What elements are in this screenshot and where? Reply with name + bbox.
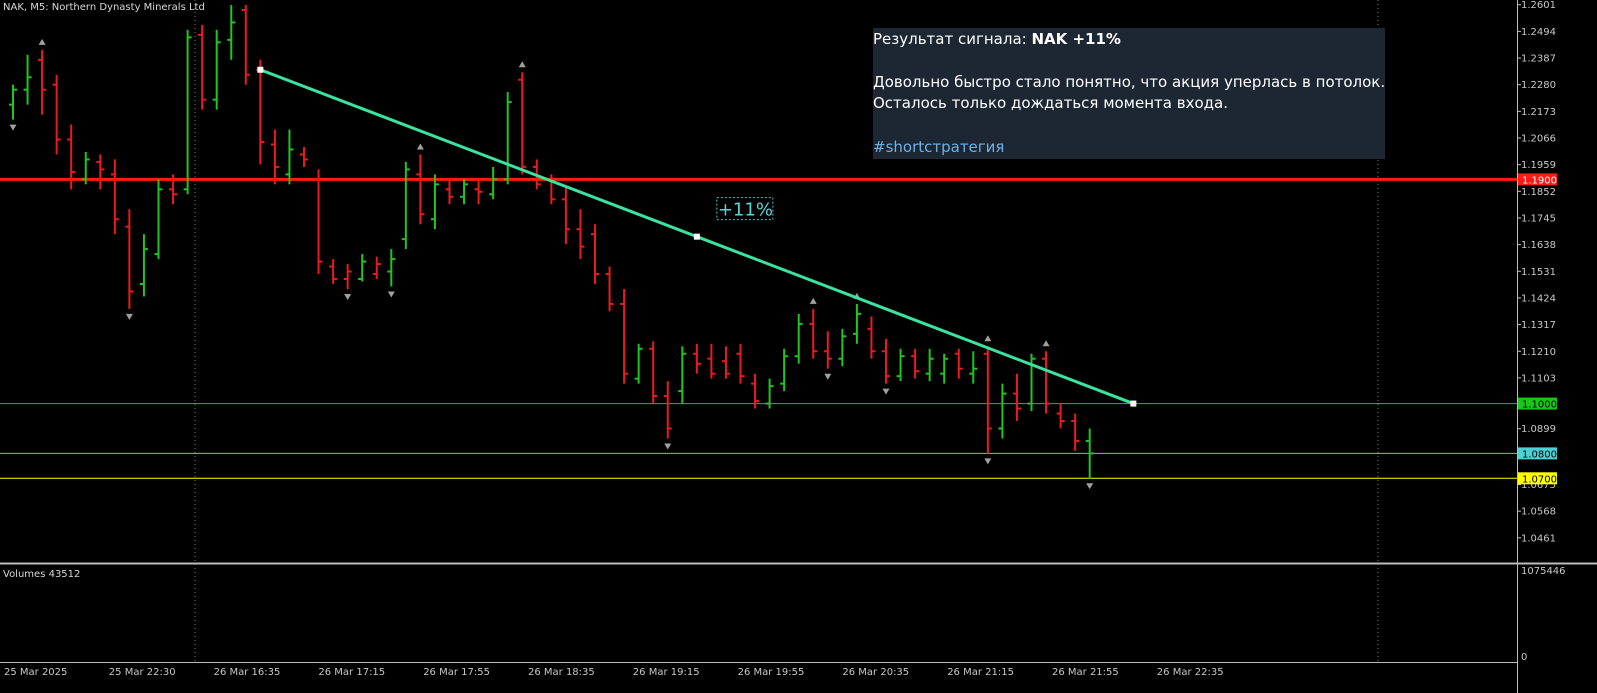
y-tick-label: 1.2173 — [1521, 107, 1556, 118]
price-level-label-1.1000: 1.1000 — [1522, 400, 1557, 411]
signal-result-value: NAK +11% — [1031, 30, 1121, 48]
trendline-handle-1[interactable] — [693, 233, 700, 240]
y-tick-label: 1.2387 — [1521, 54, 1556, 65]
price-level-badge-1.0800 — [1518, 447, 1557, 460]
y-tick-label: 1.2066 — [1521, 134, 1556, 145]
y-tick-label: 1.0461 — [1521, 533, 1556, 544]
price-level-badge-1.0700 — [1518, 472, 1557, 485]
x-tick-label: 26 Mar 17:15 — [318, 667, 385, 678]
y-tick-label: 1.0568 — [1521, 507, 1556, 518]
volume-max-label: 1075446 — [1521, 566, 1566, 577]
y-tick-label: 1.1745 — [1521, 213, 1556, 224]
chart-title: NAK, M5: Northern Dynasty Minerals Ltd — [3, 2, 205, 13]
y-tick-label: 1.0675 — [1521, 480, 1556, 491]
x-tick-label: 25 Mar 2025 — [4, 667, 67, 678]
fractal-down-arrow-67 — [984, 458, 992, 465]
fractal-down-arrow-60 — [882, 388, 890, 395]
volume-indicator-label: Volumes 43512 — [3, 569, 80, 580]
annotation-frame — [716, 197, 774, 221]
fractal-down-arrow-74 — [1086, 483, 1094, 490]
trendline-handle-2[interactable] — [1130, 400, 1137, 407]
fractal-down-arrow-56 — [824, 373, 832, 380]
fractal-up-arrow-71 — [1042, 340, 1050, 347]
y-tick-label: 1.2494 — [1521, 27, 1556, 38]
x-tick-label: 26 Mar 18:35 — [528, 667, 595, 678]
trendline-handle-0[interactable] — [257, 66, 264, 73]
fractal-up-arrow-55 — [809, 297, 817, 304]
x-tick-label: 26 Mar 19:55 — [738, 667, 805, 678]
fractal-up-arrow-28 — [416, 143, 424, 150]
fractal-up-arrow-67 — [984, 335, 992, 342]
y-tick-label: 1.1638 — [1521, 240, 1556, 251]
price-level-label-1.1900: 1.1900 — [1522, 175, 1557, 186]
x-tick-label: 26 Mar 16:35 — [214, 667, 281, 678]
x-tick-label: 26 Mar 22:35 — [1157, 667, 1224, 678]
fractal-up-arrow-35 — [518, 61, 526, 68]
fractal-down-arrow-8 — [125, 313, 133, 320]
signal-result-prefix: Результат сигнала: — [873, 30, 1032, 48]
price-level-badge-1.1000 — [1518, 397, 1557, 410]
y-tick-label: 1.1531 — [1521, 267, 1556, 278]
annotation-percent: +11% — [718, 200, 773, 221]
price-level-label-1.0700: 1.0700 — [1522, 474, 1557, 485]
x-tick-label: 25 Mar 22:30 — [109, 667, 176, 678]
y-tick-label: 1.1317 — [1521, 320, 1556, 331]
hashtag-link[interactable]: #shortстратегия — [873, 138, 1005, 156]
y-tick-label: 1.2280 — [1521, 80, 1556, 91]
price-level-badge-1.1900 — [1518, 173, 1557, 186]
volume-zero-label: 0 — [1521, 652, 1527, 663]
y-tick-label: 1.1210 — [1521, 347, 1556, 358]
x-tick-label: 26 Mar 17:55 — [423, 667, 490, 678]
price-level-label-1.0800: 1.0800 — [1522, 449, 1557, 460]
y-tick-label: 1.1959 — [1521, 160, 1556, 171]
y-tick-label: 1.1852 — [1521, 187, 1556, 198]
x-tick-label: 26 Mar 21:55 — [1052, 667, 1119, 678]
y-tick-label: 1.2601 — [1521, 0, 1556, 11]
fractal-down-arrow-45 — [664, 443, 672, 450]
signal-comment-line-2: Осталось только дождаться момента входа. — [873, 94, 1228, 112]
y-tick-label: 1.1103 — [1521, 373, 1556, 384]
fractal-down-arrow-0 — [9, 124, 17, 131]
x-tick-label: 26 Mar 19:15 — [633, 667, 700, 678]
y-tick-label: 1.1424 — [1521, 293, 1556, 304]
fractal-up-arrow-2 — [38, 38, 46, 45]
fractal-down-arrow-23 — [344, 293, 352, 300]
signal-message-overlay: Результат сигнала: NAK +11% Довольно быс… — [873, 28, 1385, 159]
fractal-down-arrow-26 — [387, 291, 395, 298]
x-tick-label: 26 Mar 20:35 — [842, 667, 909, 678]
y-tick-label: 1.0899 — [1521, 424, 1556, 435]
signal-comment-line-1: Довольно быстро стало понятно, что акция… — [873, 73, 1386, 91]
x-tick-label: 26 Mar 21:15 — [947, 667, 1014, 678]
signal-result-line: Результат сигнала: NAK +11% — [873, 29, 1121, 50]
